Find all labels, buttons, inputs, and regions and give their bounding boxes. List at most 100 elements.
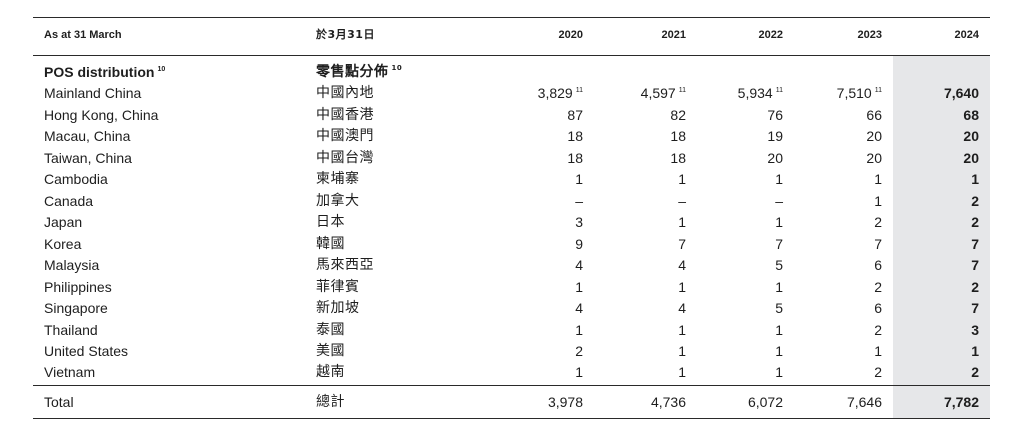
row-label-zh: 中國內地	[316, 85, 374, 101]
value-2020: 4	[575, 257, 583, 273]
value-2024: 7	[971, 235, 979, 252]
total-2020: 3,978	[547, 394, 583, 410]
value-2023: 6	[874, 300, 882, 316]
total-top-rule	[33, 385, 990, 386]
table-row: Canada 加拿大 – – – 1 2	[0, 191, 1024, 211]
row-label-zh: 泰國	[316, 321, 345, 338]
value-2023: 66	[866, 106, 882, 123]
value-2022: 76	[767, 106, 783, 123]
value-2021: –	[678, 192, 686, 209]
row-label-zh: 中國澳門	[316, 128, 374, 144]
value-2020: 1	[575, 278, 583, 295]
value-2021: 18	[670, 128, 686, 144]
value-2024: 2	[971, 364, 979, 380]
top-rule	[33, 17, 990, 18]
row-label-zh: 加拿大	[316, 192, 360, 209]
value-2023: 2	[874, 214, 882, 230]
value-2020: 2	[575, 343, 583, 359]
value-2021: 7	[678, 235, 686, 252]
value-2020: 1	[575, 364, 583, 380]
value-2024: 68	[963, 106, 979, 123]
row-label-en: Cambodia	[44, 171, 108, 187]
section-heading-en: POS distribution 10	[44, 64, 166, 80]
total-2021: 4,736	[650, 394, 686, 410]
row-label-en: Singapore	[44, 300, 108, 316]
table-row: Philippines 菲律賓 1 1 1 2 2	[0, 277, 1024, 297]
value-2021: 1	[678, 171, 686, 187]
value-2024: 7	[971, 257, 979, 273]
value-2021: 4	[678, 300, 686, 316]
value-2021: 82	[670, 106, 686, 123]
header-year: 2022	[758, 29, 783, 41]
value-2024: 1	[971, 171, 979, 187]
row-label-zh: 馬來西亞	[316, 257, 374, 273]
header-year: 2024	[954, 29, 979, 41]
value-2023: 1	[874, 192, 882, 209]
value-2021: 18	[670, 149, 686, 166]
header-label-en: As at 31 March	[44, 29, 122, 41]
header-year: 2021	[661, 29, 686, 41]
value-2023: 7	[874, 235, 882, 252]
table-row: Macau, China 中國澳門 18 18 19 20 20	[0, 126, 1024, 146]
value-2020: 9	[575, 235, 583, 252]
value-2023: 2	[874, 278, 882, 295]
table-row: Hong Kong, China 中國香港 87 82 76 66 68	[0, 105, 1024, 125]
value-2022: 1	[775, 364, 783, 380]
value-2023: 2	[874, 364, 882, 380]
year-2024-highlight-column	[893, 56, 990, 419]
row-label-en: Taiwan, China	[44, 149, 132, 166]
row-label-en: Mainland China	[44, 85, 142, 101]
table-row: Malaysia 馬來西亞 4 4 5 6 7	[0, 255, 1024, 275]
row-label-en: Japan	[44, 214, 83, 230]
row-label-zh: 越南	[316, 364, 345, 380]
total-label-zh: 總計	[316, 394, 345, 410]
value-2021: 1	[678, 278, 686, 295]
row-label-zh: 美國	[316, 343, 345, 359]
value-2022: 5	[775, 300, 783, 316]
row-label-en: Macau, China	[44, 128, 131, 144]
table-row: Thailand 泰國 1 1 1 2 3	[0, 320, 1024, 340]
value-2022: 20	[767, 149, 783, 166]
total-label-en: Total	[44, 394, 74, 410]
value-2021: 4	[678, 257, 686, 273]
value-2021: 1	[678, 343, 686, 359]
row-label-zh: 中國香港	[316, 106, 374, 123]
value-2024: 2	[971, 278, 979, 295]
value-2024: 7	[971, 300, 979, 316]
header-row: As at 31 March 於3月31日 2020 2021 2022 202…	[0, 25, 1024, 45]
value-2023: 7,510 11	[836, 85, 882, 101]
value-2022: 7	[775, 235, 783, 252]
value-2024: 20	[963, 149, 979, 166]
table-row: Japan 日本 3 1 1 2 2	[0, 212, 1024, 232]
value-2021: 1	[678, 364, 686, 380]
value-2022: 5,934 11	[737, 85, 783, 101]
row-label-zh: 韓國	[316, 235, 345, 252]
table-row: Cambodia 柬埔寨 1 1 1 1 1	[0, 169, 1024, 189]
value-2023: 20	[866, 149, 882, 166]
value-2022: 1	[775, 214, 783, 230]
value-2020: 3	[575, 214, 583, 230]
total-2022: 6,072	[747, 394, 783, 410]
table-row: Taiwan, China 中國台灣 18 18 20 20 20	[0, 148, 1024, 168]
value-2022: 19	[767, 128, 783, 144]
row-label-en: Malaysia	[44, 257, 100, 273]
value-2024: 2	[971, 214, 979, 230]
value-2024: 2	[971, 192, 979, 209]
total-2023: 7,646	[846, 394, 882, 410]
value-2023: 6	[874, 257, 882, 273]
header-year: 2023	[857, 29, 882, 41]
table-row: Vietnam 越南 1 1 1 2 2	[0, 362, 1024, 382]
row-label-en: Korea	[44, 235, 82, 252]
value-2022: 1	[775, 171, 783, 187]
row-label-zh: 菲律賓	[316, 278, 360, 295]
value-2024: 1	[971, 343, 979, 359]
value-2023: 2	[874, 321, 882, 338]
row-label-zh: 日本	[316, 214, 345, 230]
value-2020: 18	[567, 128, 583, 144]
header-year: 2020	[558, 29, 583, 41]
value-2024: 3	[971, 321, 979, 338]
value-2021: 4,597 11	[640, 85, 686, 101]
value-2023: 20	[866, 128, 882, 144]
total-row: Total 總計 3,978 4,736 6,072 7,646 7,782	[0, 392, 1024, 412]
value-2022: 1	[775, 321, 783, 338]
